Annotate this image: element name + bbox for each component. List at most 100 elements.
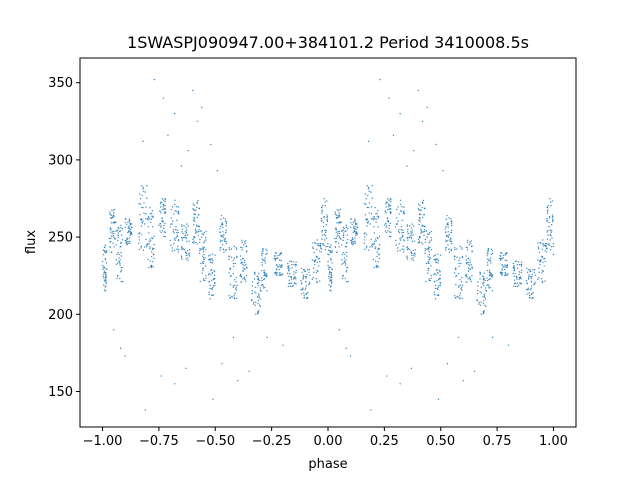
data-point [390,231,392,234]
data-point [403,248,405,251]
data-point [275,272,277,274]
data-point [365,203,367,205]
data-point [193,242,195,244]
data-point [235,248,238,250]
data-point [112,222,115,224]
data-point [427,233,429,235]
data-point [418,209,420,211]
data-point [337,216,339,218]
data-point [434,287,437,290]
data-point [456,295,458,298]
data-point [230,248,233,250]
data-point [420,241,423,244]
data-point [289,285,292,287]
data-point [306,269,309,271]
data-point [385,223,387,225]
data-point [266,252,268,255]
data-point [330,259,332,261]
data-point [311,278,314,280]
data-point [258,295,260,297]
data-point [118,230,121,233]
data-point [199,247,201,250]
data-point [370,238,373,241]
data-point [260,277,263,279]
data-point [293,273,295,276]
data-point [309,274,311,276]
data-point [112,234,115,237]
data-point [264,286,266,289]
data-point [374,238,377,240]
data-point [469,268,471,270]
data-point [102,253,105,256]
data-point [239,274,242,276]
data-point [516,267,519,269]
data-point [105,280,107,282]
data-point [356,227,358,229]
data-point [245,263,247,266]
data-point [120,271,122,273]
data-point [139,203,142,205]
data-point [315,255,318,258]
data-point [369,223,371,225]
data-point [207,274,210,276]
data-point [450,220,453,223]
data-point [220,218,222,220]
data-point [161,230,164,232]
data-point [160,226,162,228]
data-point [113,230,115,233]
data-point [345,226,348,229]
data-point [105,282,107,284]
data-point [308,271,310,273]
data-point [117,239,119,242]
data-point [164,208,166,210]
data-point [483,279,485,281]
data-point [188,240,190,242]
data-point [461,255,464,258]
data-point [417,203,420,205]
data-point [450,225,453,227]
data-point [209,259,211,261]
data-point [117,232,119,234]
data-point [388,204,390,206]
data-point [164,204,166,207]
data-point [430,239,433,241]
data-point [458,265,460,268]
data-point [116,229,119,231]
data-point [540,277,543,280]
data-point [254,304,256,307]
data-point [329,280,331,282]
data-point [163,235,165,237]
data-point [479,271,481,273]
data-point [330,274,333,277]
data-point [104,276,107,279]
data-point [386,220,389,222]
data-point [264,274,267,276]
data-point [232,336,235,339]
data-point [104,290,107,292]
data-point [410,231,412,233]
data-point [149,218,151,220]
data-point [488,285,490,287]
data-point [467,267,470,269]
data-point [281,266,283,268]
data-point [549,234,551,236]
data-point [470,280,472,283]
data-point [233,294,235,296]
data-point [159,230,161,232]
data-point [368,212,371,214]
data-point [242,278,244,280]
data-point [220,239,222,241]
data-point [170,217,172,219]
data-point [208,280,210,283]
data-point [520,283,523,285]
data-point [483,277,485,279]
data-point [315,272,318,274]
data-point [400,236,403,239]
data-point [305,285,307,287]
data-point [228,248,231,251]
data-point [325,237,328,239]
data-point [427,260,430,263]
data-point [330,258,332,260]
data-point [324,234,326,236]
data-point [482,275,484,278]
